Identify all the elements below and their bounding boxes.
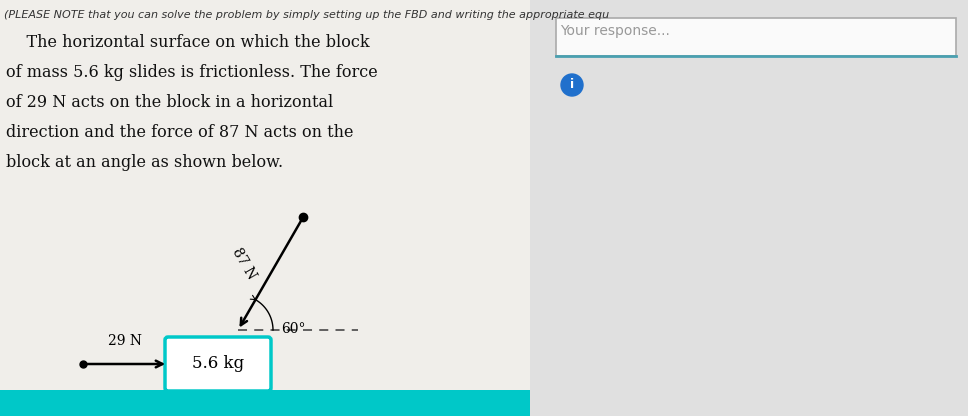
Bar [0,390,530,416]
Bar [530,0,968,416]
Circle shape [561,74,583,96]
Bar [0,0,530,416]
Text: The horizontal surface on which the block: The horizontal surface on which the bloc… [6,34,370,51]
FancyBboxPatch shape [165,337,271,391]
Text: i: i [570,79,574,92]
Text: of 29 N acts on the block in a horizontal: of 29 N acts on the block in a horizonta… [6,94,333,111]
Text: (PLEASE NOTE that you can solve the problem by simply setting up the FBD and wri: (PLEASE NOTE that you can solve the prob… [4,10,609,20]
Text: of mass 5.6 kg slides is frictionless. The force: of mass 5.6 kg slides is frictionless. T… [6,64,378,81]
Text: 29 N: 29 N [108,334,142,348]
Text: direction and the force of 87 N acts on the: direction and the force of 87 N acts on … [6,124,353,141]
Text: 60°: 60° [281,322,306,336]
Text: 5.6 kg: 5.6 kg [192,356,244,372]
Text: 87 N: 87 N [229,246,258,282]
Text: block at an angle as shown below.: block at an angle as shown below. [6,154,283,171]
Text: Your response...: Your response... [560,24,670,38]
Bar [556,18,956,56]
